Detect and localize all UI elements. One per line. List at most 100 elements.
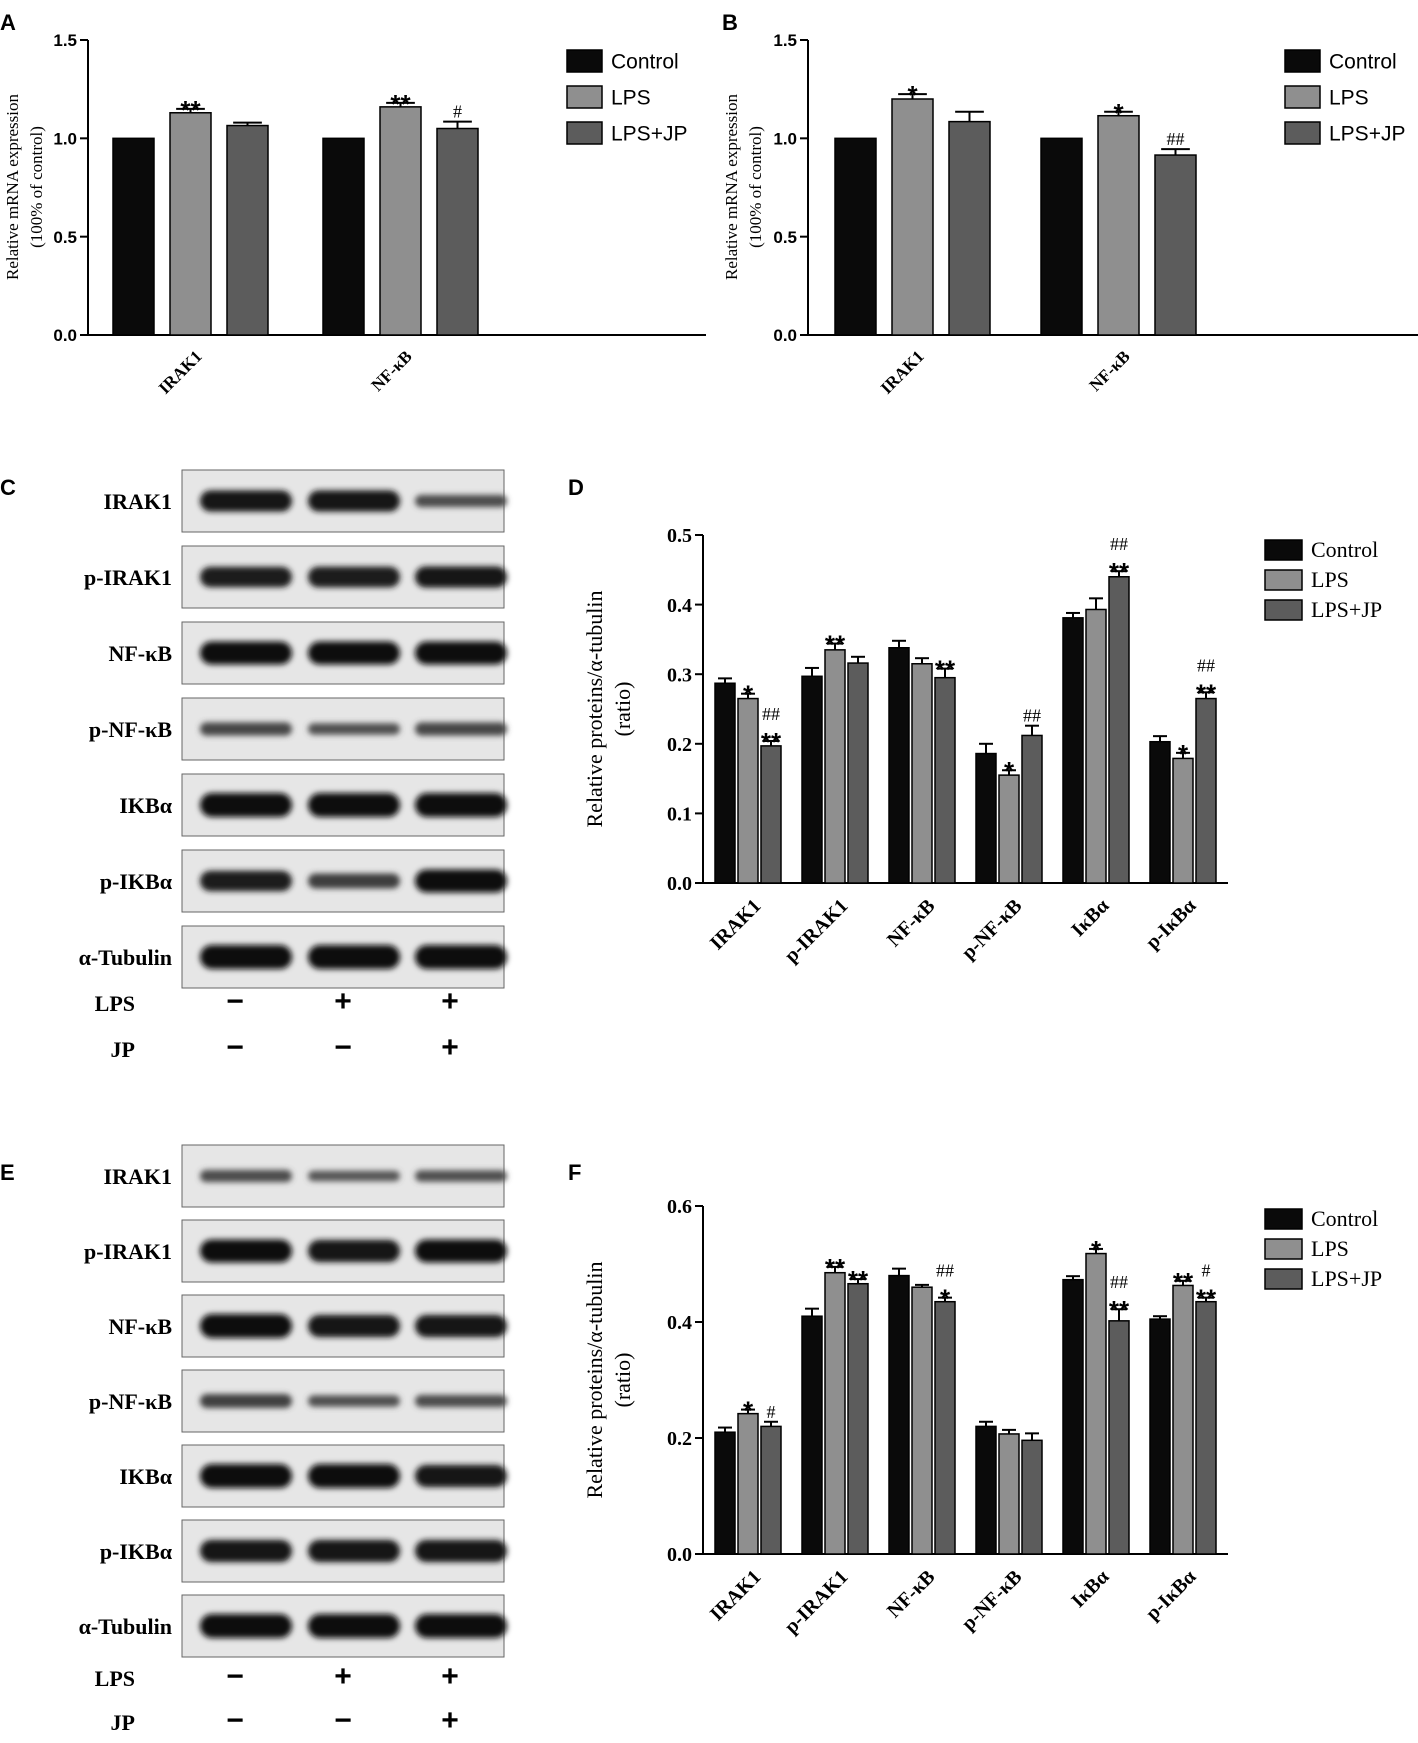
legend-swatch [566, 85, 603, 109]
blot-band [415, 1394, 507, 1408]
bar [975, 1425, 997, 1555]
bar [1154, 154, 1197, 336]
legend-entry: Control [1311, 537, 1378, 562]
y-tick-label: 0.0 [773, 326, 797, 345]
chart-b: 0.0 0.5 1.0 1.5 Relative mRNA expression (100… [722, 31, 1418, 398]
blot-band [415, 1464, 507, 1488]
y-tick-label: 0.0 [667, 873, 692, 895]
bar [760, 1425, 782, 1555]
condition-mark: + [441, 1031, 459, 1064]
significance-mark: # [453, 102, 462, 122]
blot-band [308, 1395, 400, 1407]
x-category-label: NF-κB [883, 1566, 939, 1622]
legend-swatch [1284, 85, 1321, 109]
y-tick-label: 1.0 [773, 129, 797, 148]
legend-entry: LPS [1329, 87, 1369, 110]
significance-mark: * [1004, 756, 1015, 786]
significance-mark: ** [848, 1265, 869, 1295]
chart-f: 0.0 0.2 0.4 0.6 Relative proteins/α-tubulin(… [582, 1196, 1382, 1638]
legend-entry: Control [1329, 51, 1397, 74]
panel-letter-c: C [0, 475, 16, 500]
blot-band [200, 722, 292, 736]
blot-band [200, 1539, 292, 1563]
legend-swatch [1264, 569, 1303, 591]
legend-swatch [1284, 121, 1321, 145]
significance-mark: ** [761, 727, 782, 757]
legend-entry: LPS+JP [1311, 1266, 1382, 1291]
condition-mark: − [334, 1031, 352, 1064]
bar [737, 697, 759, 884]
significance-mark: ** [1173, 1267, 1194, 1297]
blot-band [200, 490, 292, 512]
x-category-label: p-IRAK1 [780, 895, 852, 967]
blot-band [308, 641, 400, 665]
x-category-label: IRAK1 [706, 895, 766, 955]
y-tick-label: 1.5 [53, 31, 77, 50]
blot-row-label: p-NF-κB [89, 1389, 172, 1414]
condition-mark: − [334, 1704, 352, 1737]
blot-band [200, 793, 292, 817]
blot-row-label: p-IKBα [100, 1539, 173, 1564]
condition-mark: − [226, 985, 244, 1018]
y-tick-label: 0.4 [667, 595, 692, 617]
blot-band [308, 1239, 400, 1263]
western-blot-c: IRAK1 p-IRAK1 NF-κB p-NF-κB IKBα p-IKBα α-Tubu… [79, 469, 507, 1064]
blot-row-label: NF-κB [108, 1314, 172, 1339]
bar [975, 752, 997, 884]
bar [1097, 114, 1140, 336]
significance-mark: ** [825, 1253, 846, 1283]
bar [801, 1315, 823, 1555]
blot-band [200, 566, 292, 588]
blot-band [415, 869, 507, 893]
significance-mark: * [743, 1396, 754, 1426]
y-tick-label: 1.0 [53, 129, 77, 148]
legend-swatch [1284, 49, 1321, 73]
bar [888, 647, 910, 884]
western-blot-e: IRAK1 p-IRAK1 NF-κB p-NF-κB IKBα p-IKBα α-Tubu… [79, 1144, 507, 1737]
blot-band [415, 945, 507, 969]
condition-label: LPS [95, 991, 135, 1016]
y-tick-label: 0.1 [667, 804, 692, 826]
bar [998, 774, 1020, 884]
condition-mark: − [226, 1704, 244, 1737]
bar [1062, 1278, 1084, 1555]
legend-swatch [1264, 1238, 1303, 1260]
bar [714, 682, 736, 884]
blot-row-label: IRAK1 [104, 489, 172, 514]
blot-row-label: α-Tubulin [79, 945, 172, 970]
significance-mark: ## [1167, 129, 1185, 149]
legend-swatch [566, 49, 603, 73]
bar [824, 649, 846, 884]
bar [737, 1412, 759, 1555]
significance-mark: ** [390, 89, 411, 119]
bar [760, 745, 782, 884]
significance-mark: * [907, 80, 918, 110]
legend-swatch [1264, 1208, 1303, 1230]
blot-band [200, 1239, 292, 1263]
significance-mark: ** [180, 95, 201, 125]
bar [1149, 1318, 1171, 1555]
condition-mark: − [226, 1031, 244, 1064]
x-category-label: p-NF-κB [957, 895, 1026, 964]
blot-band [415, 1614, 507, 1638]
blot-band [200, 641, 292, 665]
blot-band [200, 945, 292, 969]
y-axis-label: Relative proteins/α-tubulin [582, 1262, 607, 1499]
condition-mark: + [334, 1660, 352, 1693]
significance-mark: # [767, 1402, 776, 1422]
x-category-label: IRAK1 [706, 1566, 766, 1626]
bar [379, 106, 422, 336]
y-tick-label: 0.6 [667, 1196, 692, 1218]
blot-band [308, 1464, 400, 1488]
significance-mark: ** [825, 630, 846, 660]
y-tick-label: 0.0 [667, 1544, 692, 1566]
bar [1108, 576, 1130, 884]
bar [1085, 1252, 1107, 1555]
bar [934, 676, 956, 884]
x-category-label: p-NF-κB [957, 1566, 1026, 1635]
bar [1172, 757, 1194, 884]
bar [801, 675, 823, 884]
x-category-label: IRAK1 [155, 347, 206, 398]
x-category-label: NF-κB [883, 895, 939, 951]
